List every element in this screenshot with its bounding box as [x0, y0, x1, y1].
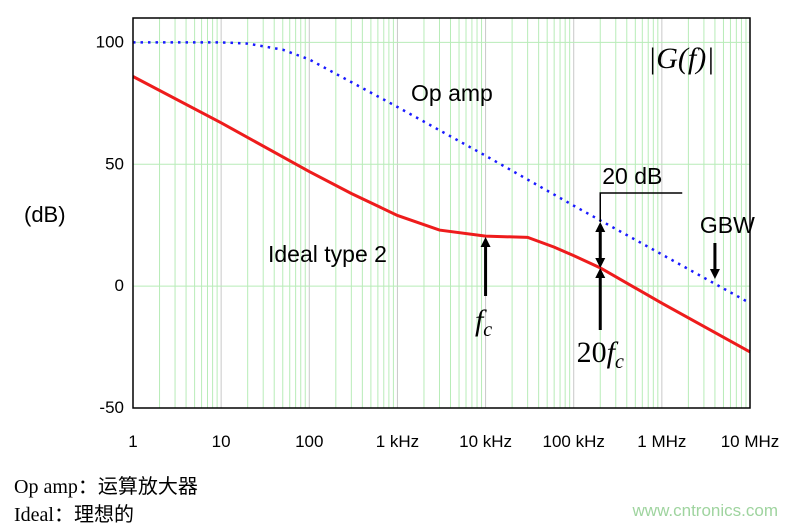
plot-frame: [132, 17, 751, 409]
y-tick-label: -50: [99, 398, 124, 417]
watermark: www.cntronics.com: [632, 501, 778, 520]
y-tick-label: 100: [96, 32, 124, 51]
gbw-arrow-head: [709, 269, 720, 279]
20db-arrow-down-head: [595, 258, 606, 268]
x-tick-label: 100 kHz: [543, 432, 605, 451]
20db-arrow-up-head: [595, 222, 606, 232]
20fc-arrow-head: [595, 268, 606, 278]
annotations: fc 20fc 20 dB GBW: [475, 163, 755, 373]
20fc-label: 20fc: [577, 336, 624, 373]
x-tick-label: 10 kHz: [459, 432, 512, 451]
fc-arrow-head: [480, 237, 491, 247]
x-tick-label: 10 MHz: [721, 432, 780, 451]
x-tick-label: 1 MHz: [637, 432, 686, 451]
x-tick-label: 1 kHz: [376, 432, 419, 451]
fc-label: fc: [475, 304, 492, 341]
caption-ideal: Ideal：理想的: [14, 504, 134, 526]
series-label-op-amp: Op amp: [411, 80, 493, 106]
20db-bracket: [599, 192, 683, 222]
y-tick-label: 50: [105, 154, 124, 173]
x-tick-label: 1: [128, 432, 137, 451]
grid: [132, 18, 750, 409]
20db-label: 20 dB: [602, 163, 662, 189]
gbw-label: GBW: [700, 212, 755, 238]
series-label-ideal: Ideal type 2: [268, 241, 387, 267]
magnitude-label: |G(f)|: [648, 42, 714, 75]
tick-labels: 1 10 100 1 kHz 10 kHz 100 kHz 1 MHz 10 MHz 100 50…: [96, 32, 780, 451]
x-tick-label: 10: [212, 432, 231, 451]
y-axis-label: (dB): [24, 202, 66, 227]
y-tick-label: 0: [115, 276, 124, 295]
caption-op-amp: Op amp：运算放大器: [14, 476, 198, 498]
x-tick-label: 100: [295, 432, 323, 451]
